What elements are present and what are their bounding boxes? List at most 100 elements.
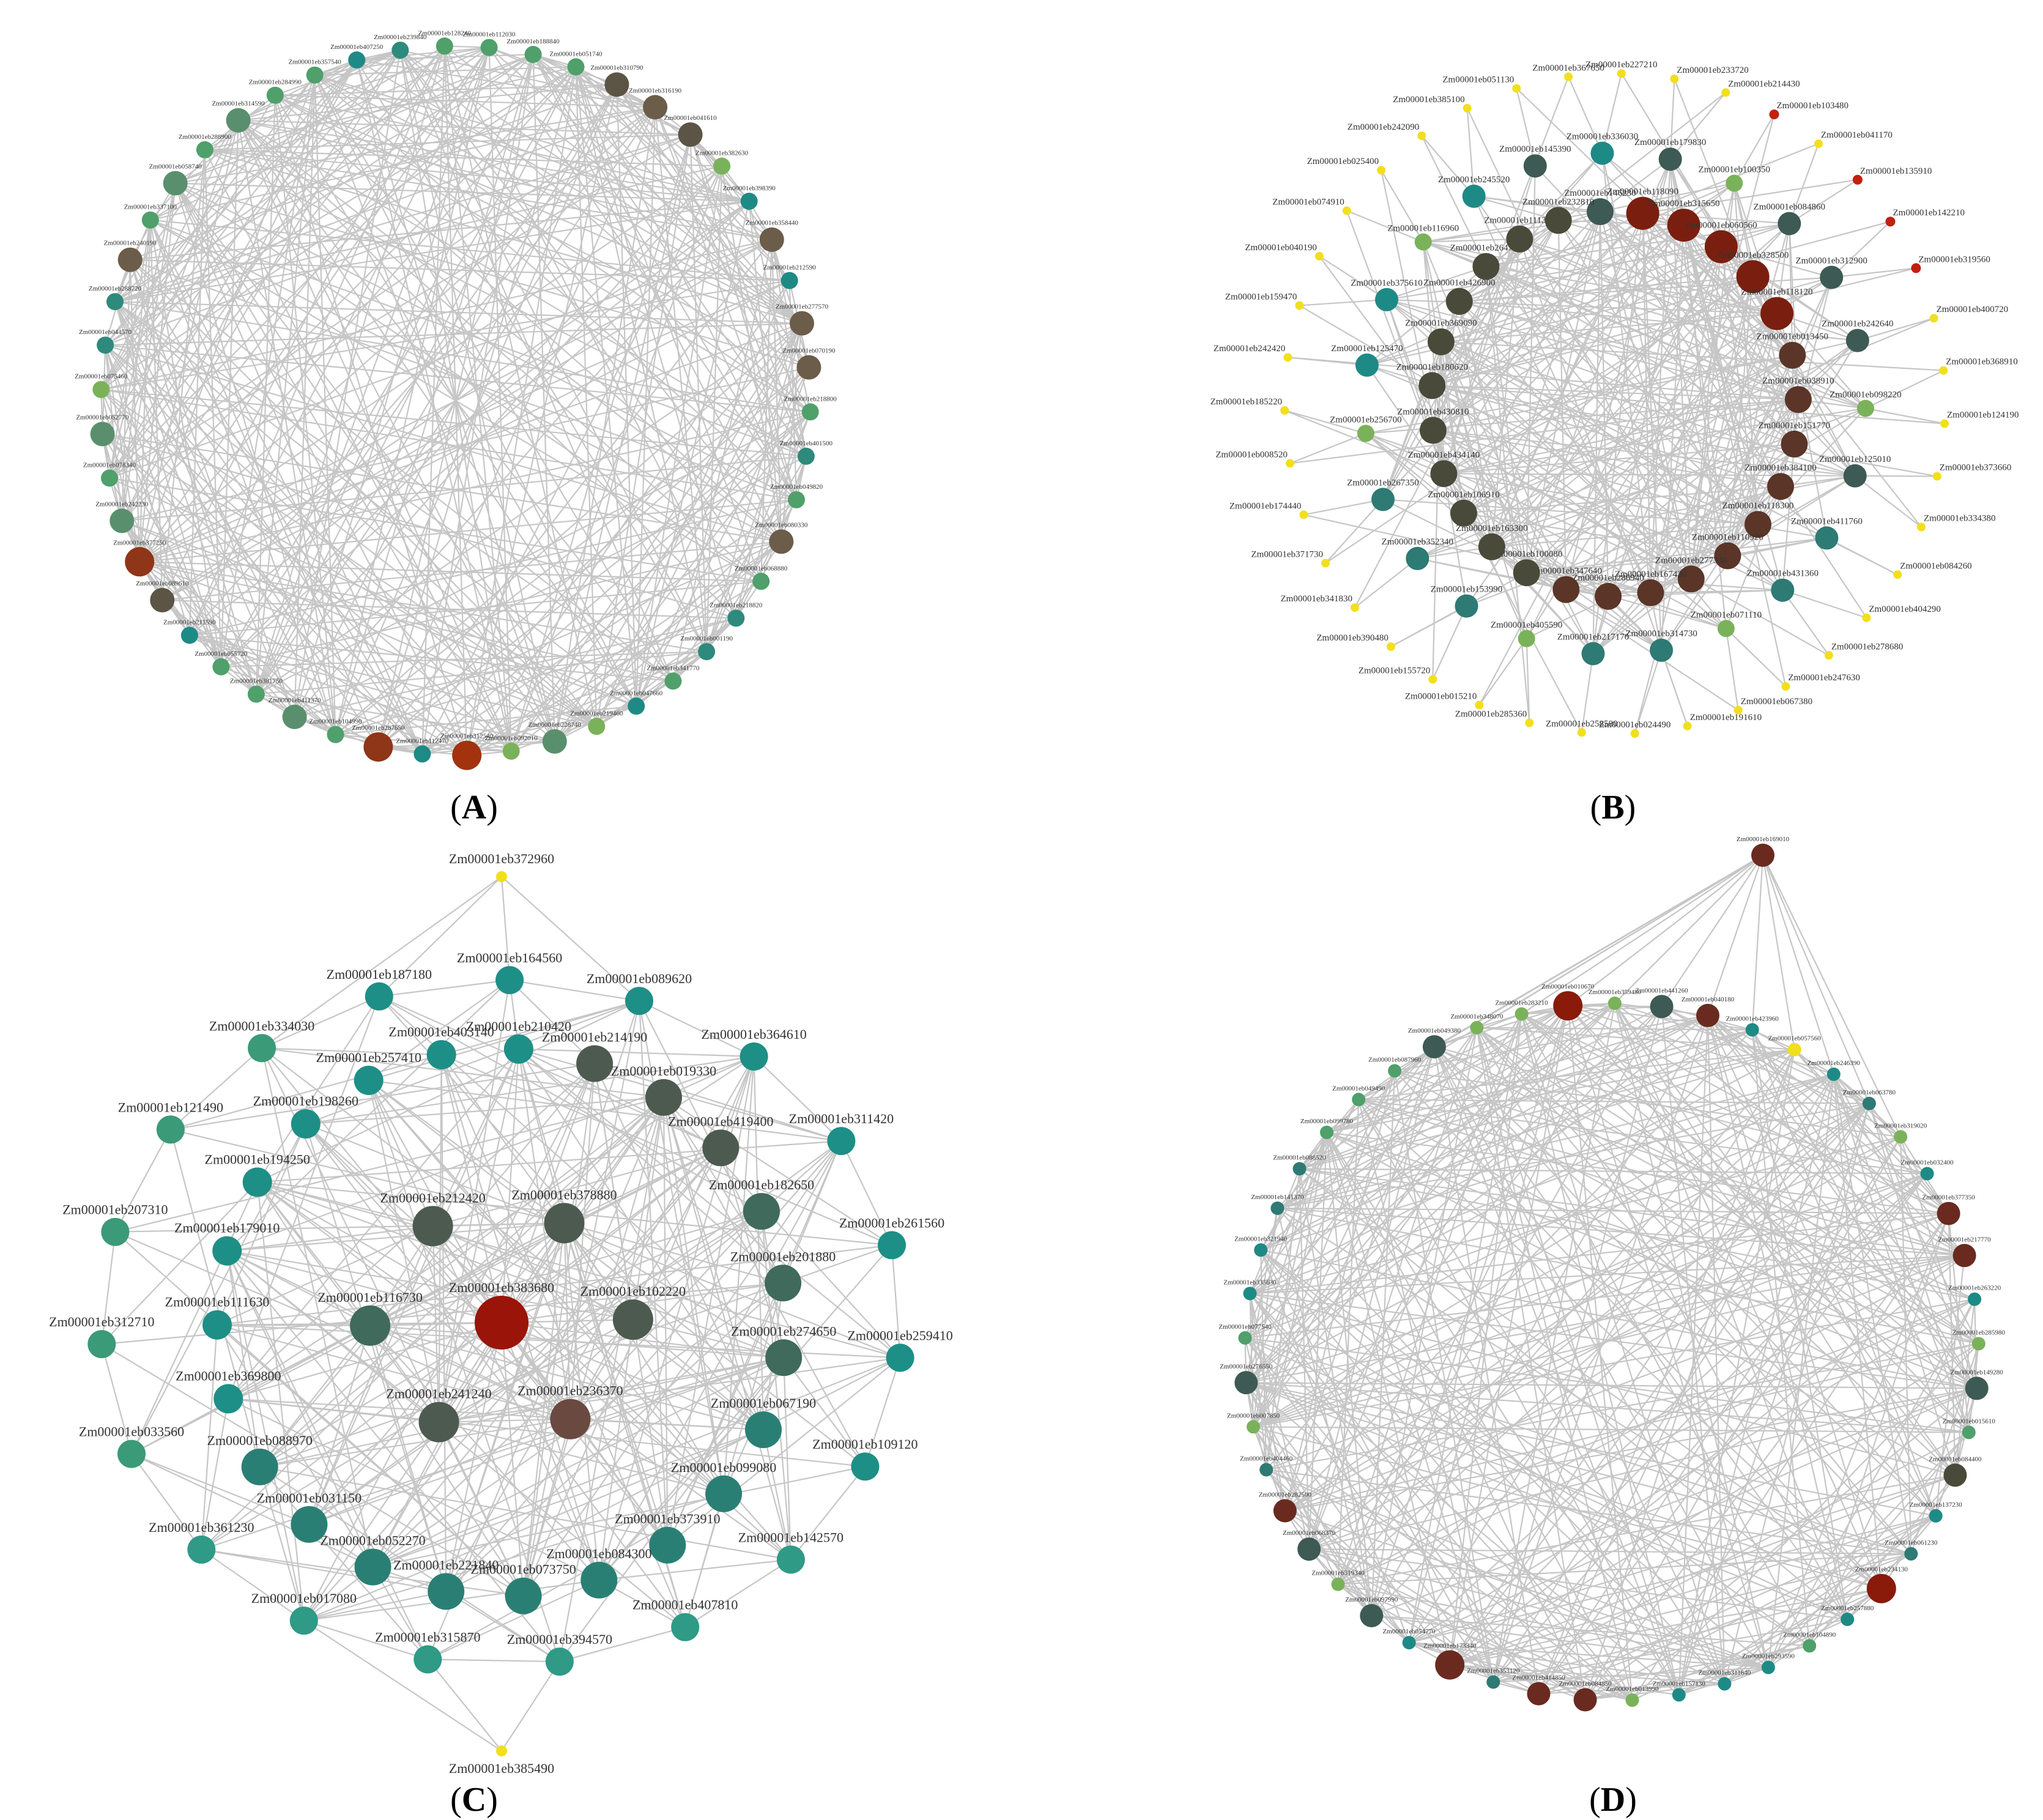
edge (121, 183, 176, 521)
node-label: Zm00001eb068880 (735, 565, 788, 572)
network-node (1667, 209, 1700, 242)
edge (1303, 514, 1651, 593)
network-node (1254, 1243, 1268, 1257)
edge (131, 1453, 373, 1568)
edge (1277, 1208, 1373, 1616)
edge (1382, 499, 1759, 526)
edge (261, 876, 502, 1049)
node-label: Zm00001eb334380 (1924, 514, 1996, 524)
edge (399, 50, 762, 582)
node-label: Zm00001eb404460 (1240, 1455, 1293, 1462)
edge (238, 119, 773, 240)
network-node (505, 1577, 542, 1614)
network-node (1866, 1573, 1896, 1603)
node-label: Zm00001eb008520 (1215, 450, 1288, 459)
edge (149, 220, 336, 735)
edge (1253, 1173, 1927, 1428)
edge (488, 47, 512, 751)
edge (1661, 524, 1759, 651)
edge (1431, 211, 1601, 387)
edge (1253, 1426, 1969, 1433)
node-label: Zm00001eb381750 (230, 678, 283, 685)
node-label: Zm00001eb372960 (449, 851, 554, 866)
edge (438, 1063, 596, 1423)
network-node (1683, 721, 1692, 730)
network-node (780, 272, 798, 289)
network-node (291, 1109, 321, 1139)
edge (632, 1319, 764, 1430)
edge (570, 1418, 764, 1431)
edge (201, 1548, 447, 1592)
edge (228, 1398, 439, 1423)
network-node (282, 704, 307, 729)
edge (1433, 429, 1692, 580)
edge (308, 1225, 434, 1525)
edge (399, 50, 803, 324)
edge (1642, 212, 1790, 225)
edge (1459, 300, 1799, 401)
edge (257, 1181, 634, 1321)
node-label: Zm00001eb401500 (780, 440, 833, 447)
node-label: Zm00001eb128240 (418, 29, 472, 37)
network-node (1513, 559, 1540, 587)
node-label: Zm00001eb047660 (610, 689, 663, 697)
edge (1476, 1027, 1811, 1646)
network-node (180, 626, 198, 644)
edge (1557, 220, 1567, 590)
network-node (413, 1645, 442, 1674)
edge (1260, 1249, 1494, 1683)
edge (261, 1047, 664, 1098)
network-node (796, 355, 821, 380)
node-label: Zm00001eb367650 (1532, 63, 1604, 73)
node-label: Zm00001eb099080 (671, 1460, 776, 1475)
edge (314, 74, 811, 413)
edge (379, 876, 502, 997)
node-label: Zm00001eb311420 (789, 1111, 894, 1126)
network-node (1371, 488, 1395, 511)
node-label: Zm00001eb319020 (1874, 1122, 1927, 1129)
network-node (1885, 217, 1896, 227)
edge (226, 1250, 440, 1423)
network-node (1259, 1463, 1274, 1477)
node-label: Zm00001eb403140 (388, 1024, 494, 1039)
edge (368, 1079, 842, 1142)
edge (1285, 1102, 1870, 1512)
node-label: Zm00001eb334030 (209, 1018, 314, 1033)
network-node (109, 508, 135, 533)
panel-label-c: (C) (450, 1781, 498, 1819)
edge (1485, 266, 1729, 557)
edge (501, 1322, 724, 1495)
edge (1421, 135, 1487, 267)
node-label: Zm00001eb242230 (95, 500, 149, 508)
edge (427, 1579, 599, 1660)
edge (121, 259, 131, 521)
network-node (1845, 329, 1869, 352)
node-label: Zm00001eb210420 (466, 1019, 571, 1034)
network-panel-b: Zm00001eb227210 Zm00001eb233720 Zm00001eb2… (1211, 60, 2019, 738)
edge (102, 45, 445, 435)
network-node (1939, 366, 1948, 375)
edge (1253, 1298, 1975, 1428)
edge (762, 1429, 792, 1560)
edge (257, 1181, 433, 1227)
network-node (1704, 230, 1738, 264)
edge (1751, 1029, 1978, 1389)
network-node (1745, 1023, 1759, 1037)
node-label: Zm00001eb142570 (738, 1529, 844, 1545)
edge (1642, 213, 1856, 477)
network-node (1929, 314, 1938, 323)
node-label: Zm00001eb217170 (1557, 633, 1630, 642)
edge (1600, 211, 1856, 477)
edge (189, 499, 797, 636)
network-node (1544, 207, 1572, 234)
node-label: Zm00001eb112470 (396, 737, 449, 745)
node-label: Zm00001eb312540 (440, 733, 494, 740)
network-node (503, 1034, 533, 1064)
edge (221, 666, 467, 756)
edge (139, 499, 797, 563)
edge (369, 1325, 447, 1592)
network-node (196, 141, 213, 158)
edge (1614, 1003, 1769, 1668)
edge (139, 220, 151, 562)
edge (438, 1422, 524, 1597)
